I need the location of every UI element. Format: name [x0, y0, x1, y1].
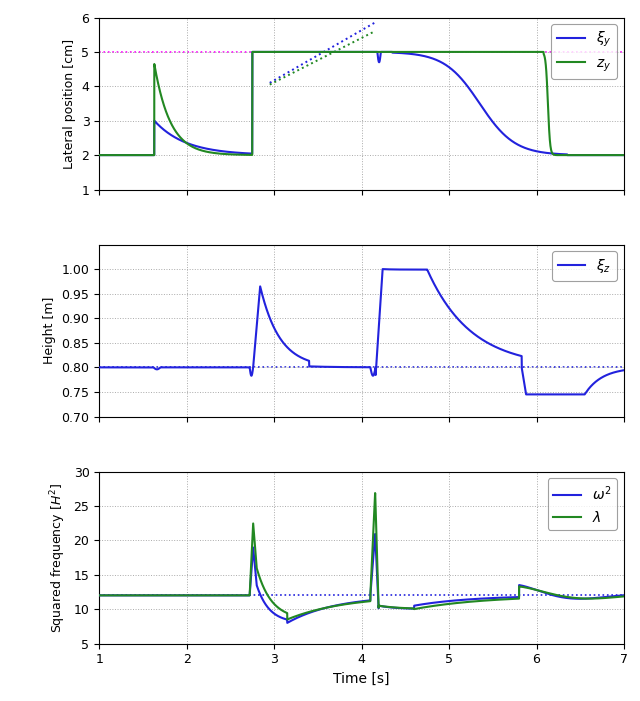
$\lambda$: [220, 591, 228, 599]
X-axis label: Time [s]: Time [s]: [333, 672, 390, 686]
Line: $\lambda$: $\lambda$: [99, 493, 624, 620]
$z_y$: [331, 48, 339, 56]
$\xi_y$: [95, 151, 103, 159]
$z_y$: [217, 149, 225, 158]
Legend: $\xi_z$: $\xi_z$: [552, 252, 617, 280]
$z_y$: [223, 150, 230, 158]
$\xi_z$: [95, 363, 103, 372]
Y-axis label: Lateral position [cm]: Lateral position [cm]: [63, 39, 76, 168]
$\omega^2$: [620, 591, 628, 599]
$z_y$: [293, 48, 301, 56]
$\omega^2$: [293, 613, 301, 622]
Line: $\xi_y$: $\xi_y$: [99, 52, 624, 155]
Y-axis label: Squared frequency [$H^2$]: Squared frequency [$H^2$]: [49, 482, 68, 632]
$\lambda$: [293, 611, 301, 620]
$\lambda$: [331, 602, 339, 611]
$z_y$: [95, 151, 103, 159]
$\xi_y$: [616, 151, 624, 159]
$\xi_y$: [293, 48, 301, 56]
$\lambda$: [616, 592, 624, 601]
$\omega^2$: [217, 591, 225, 599]
$\xi_z$: [379, 265, 387, 273]
Line: $\omega^2$: $\omega^2$: [99, 534, 624, 623]
$\omega^2$: [616, 592, 624, 600]
$\lambda$: [284, 615, 291, 624]
$\omega^2$: [331, 601, 339, 610]
$\xi_y$: [223, 147, 230, 156]
$\xi_z$: [620, 366, 628, 374]
Legend: $\xi_y$, $z_y$: $\xi_y$, $z_y$: [552, 25, 617, 79]
$z_y$: [620, 151, 628, 159]
$\xi_z$: [223, 363, 230, 372]
$\xi_z$: [220, 363, 228, 372]
$\xi_z$: [293, 351, 301, 360]
$\lambda$: [223, 591, 230, 599]
$\omega^2$: [220, 591, 228, 599]
$\xi_y$: [331, 48, 339, 56]
$\lambda$: [620, 592, 628, 601]
Line: $\xi_z$: $\xi_z$: [99, 269, 624, 395]
$\omega^2$: [284, 619, 291, 627]
$\omega^2$: [223, 591, 230, 599]
$\lambda$: [371, 489, 379, 497]
$\xi_y$: [620, 151, 628, 159]
Line: $z_y$: $z_y$: [99, 52, 624, 155]
$\omega^2$: [95, 591, 103, 599]
$\xi_z$: [330, 362, 338, 371]
$z_y$: [220, 150, 228, 158]
$\omega^2$: [371, 530, 379, 538]
Legend: $\omega^2$, $\lambda$: $\omega^2$, $\lambda$: [548, 479, 617, 530]
$\xi_y$: [217, 147, 225, 155]
$z_y$: [616, 151, 624, 159]
$\lambda$: [217, 591, 225, 599]
$\xi_z$: [217, 363, 225, 372]
$\xi_y$: [220, 147, 228, 156]
$\xi_z$: [616, 367, 624, 375]
$\lambda$: [95, 591, 103, 599]
Y-axis label: Height [m]: Height [m]: [43, 297, 56, 365]
$z_y$: [248, 48, 256, 56]
$\xi_y$: [248, 48, 256, 56]
$\xi_z$: [522, 390, 530, 399]
